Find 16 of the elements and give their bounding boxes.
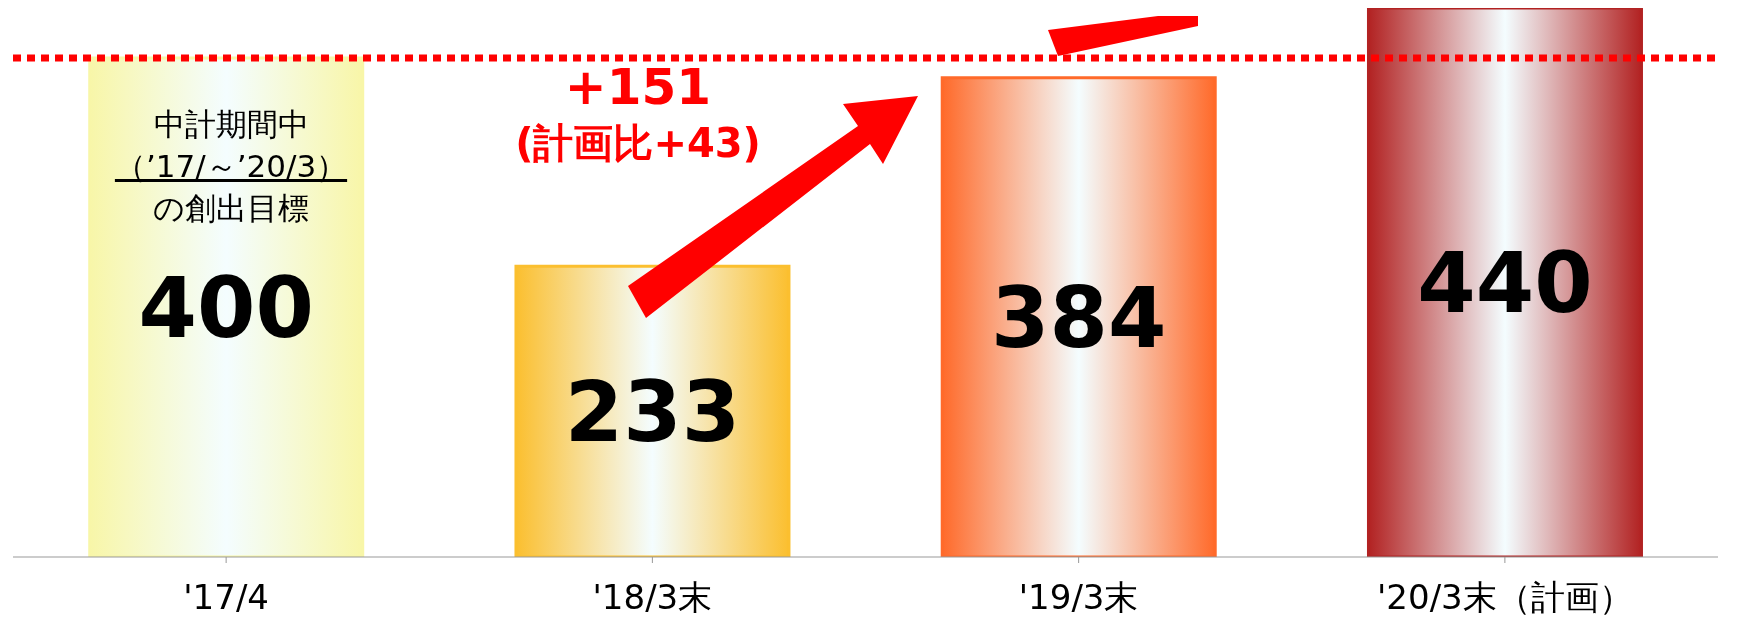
bar	[940, 76, 1217, 557]
annotation: (計画比+43)	[514, 119, 762, 168]
annotation: の創出目標	[152, 189, 310, 228]
annotation: 中計期間中	[152, 105, 310, 144]
data-label: 400	[138, 259, 314, 358]
annotation: （’17/～’20/3）	[113, 147, 349, 186]
bar	[88, 56, 365, 557]
data-label: 233	[564, 363, 741, 462]
annotation: +151	[563, 58, 713, 116]
x-tick-label: '17/4	[183, 577, 269, 618]
data-label: 440	[1417, 234, 1593, 333]
data-label: 384	[991, 269, 1167, 368]
x-tick-label: '20/3末（計画）	[1377, 577, 1633, 618]
bar	[1366, 8, 1643, 557]
x-tick-label: '18/3末	[592, 577, 713, 618]
x-tick-label: '19/3末	[1018, 577, 1139, 618]
